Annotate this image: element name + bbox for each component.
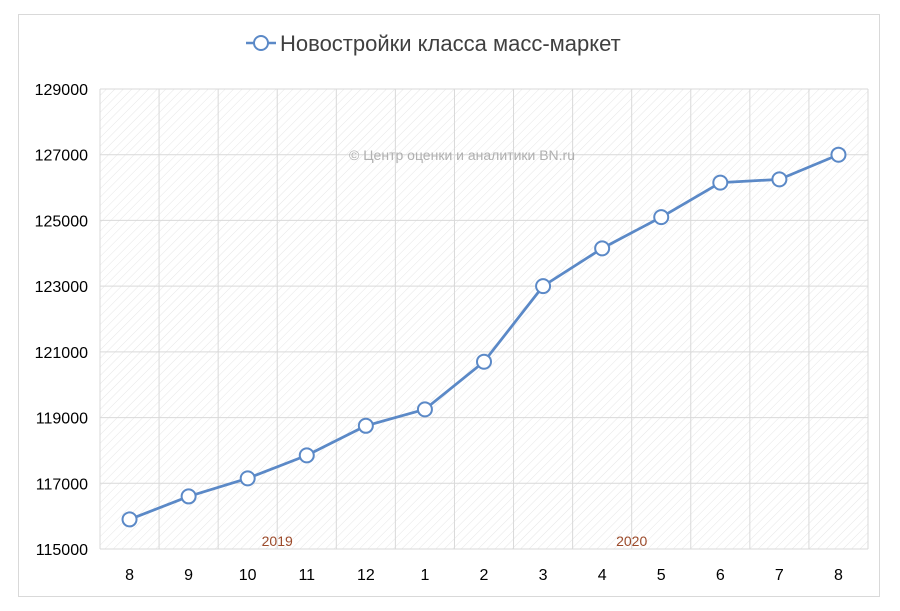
- grid-lines: [99, 88, 869, 550]
- y-tick-label: 119000: [36, 411, 88, 428]
- legend: Новостройки класса масс-маркет: [246, 31, 621, 56]
- data-point: [712, 174, 729, 191]
- y-tick-label: 129000: [35, 82, 88, 99]
- x-tick-label: 4: [598, 567, 607, 584]
- chart-title: Новостройки класса масс-маркет: [280, 31, 621, 56]
- legend-marker: [253, 35, 269, 51]
- y-tick-label: 121000: [35, 345, 88, 362]
- x-tick-label: 6: [716, 567, 725, 584]
- data-point: [771, 171, 788, 188]
- data-point: [121, 511, 138, 528]
- x-tick-label: 12: [357, 567, 375, 584]
- x-tick-label: 2: [480, 567, 489, 584]
- y-tick-label: 123000: [35, 279, 88, 296]
- data-point: [357, 417, 374, 434]
- data-point: [476, 353, 492, 370]
- data-point: [239, 470, 256, 487]
- plot-area-background: [100, 89, 868, 549]
- y-tick-label: 117000: [36, 476, 88, 493]
- year-label: 2019: [262, 533, 293, 549]
- data-point: [830, 146, 847, 163]
- series-layer: [121, 146, 847, 528]
- watermark-text: © Центр оценки и аналитики BN.ru: [349, 147, 575, 163]
- data-point: [298, 447, 315, 464]
- y-tick-label: 115000: [36, 542, 88, 559]
- x-tick-label: 11: [298, 567, 315, 584]
- x-tick-label: 1: [420, 567, 429, 584]
- x-tick-label: 7: [775, 567, 784, 584]
- x-tick-label: 3: [539, 567, 548, 584]
- y-tick-label: 127000: [35, 148, 88, 165]
- data-point: [535, 278, 552, 295]
- x-tick-label: 5: [657, 567, 666, 584]
- y-tick-label: 125000: [35, 213, 88, 230]
- data-point: [416, 401, 433, 418]
- x-tick-label: 8: [834, 567, 843, 584]
- axis-labels: 115000 117000 119000 121000 123000 125000 1270…: [35, 82, 843, 584]
- data-point: [653, 209, 670, 226]
- data-point: [180, 488, 197, 505]
- x-tick-label: 9: [184, 567, 193, 584]
- year-label: 2020: [616, 533, 647, 549]
- data-point: [594, 240, 611, 257]
- x-tick-label: 10: [239, 567, 257, 584]
- x-tick-label: 8: [125, 567, 134, 584]
